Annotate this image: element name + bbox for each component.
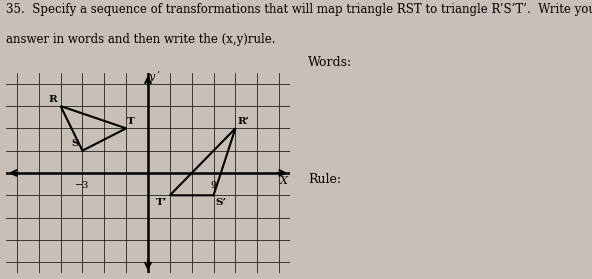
Text: −3: −3: [75, 181, 89, 190]
Text: ’: ’: [156, 70, 159, 79]
Text: y: y: [149, 72, 155, 82]
Text: S: S: [72, 140, 79, 148]
Text: 35.  Specify a sequence of transformations that will map triangle RST to triangl: 35. Specify a sequence of transformation…: [6, 3, 592, 16]
Text: 9: 9: [211, 181, 217, 190]
Text: X: X: [279, 176, 288, 186]
Text: R: R: [49, 95, 57, 104]
Text: T’: T’: [156, 198, 168, 206]
Text: S’: S’: [215, 198, 227, 206]
Text: Words:: Words:: [308, 56, 352, 69]
Text: T: T: [127, 117, 135, 126]
Text: Rule:: Rule:: [308, 173, 341, 186]
Text: answer in words and then write the (x,y)rule.: answer in words and then write the (x,y)…: [6, 33, 275, 47]
Text: R’: R’: [237, 117, 250, 126]
